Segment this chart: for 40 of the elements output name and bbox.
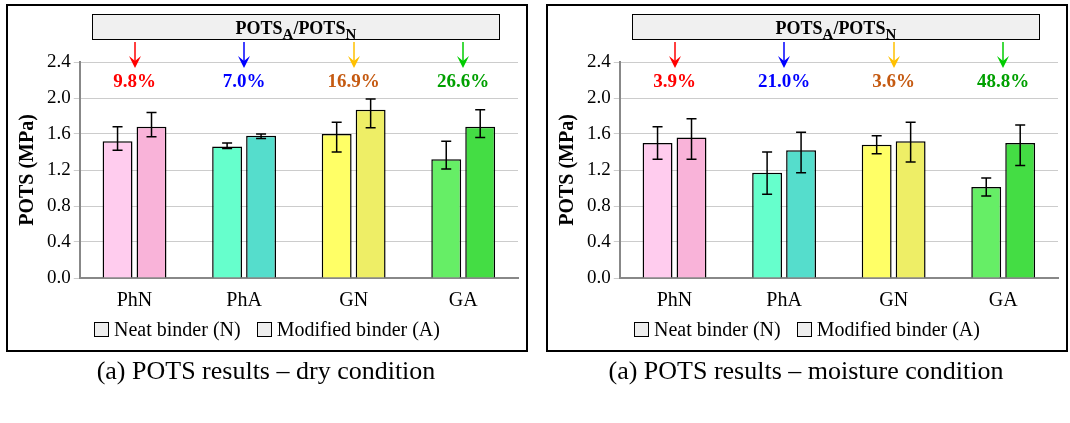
y-axis-title: POTS (MPa)	[555, 114, 579, 226]
y-tick-label: 0.0	[587, 265, 611, 287]
y-tick-label: 0.8	[587, 193, 611, 215]
annotation: 3.6%	[872, 70, 916, 92]
annotation: 48.8%	[977, 70, 1030, 92]
x-tick-label: PhA	[226, 288, 263, 311]
y-tick-label: 1.2	[587, 157, 611, 179]
text: Modified binder (A)	[276, 318, 440, 340]
x-tick-label: PhN	[116, 288, 153, 311]
y-tick-label: 0.4	[587, 229, 612, 251]
x-tick-label: GN	[879, 288, 909, 311]
annotation: 26.6%	[437, 70, 490, 92]
y-tick-label: 2.0	[47, 85, 71, 107]
text: Neat binder (N)	[114, 318, 241, 340]
y-tick-label: 0.4	[47, 229, 72, 251]
annotation: 3.9%	[653, 70, 696, 92]
annotation: 16.9%	[327, 70, 380, 92]
annotation: 9.8%	[113, 70, 156, 92]
x-tick-label: PhA	[766, 288, 803, 311]
x-tick-label: GA	[988, 288, 1019, 311]
y-tick-label: 0.0	[47, 265, 71, 287]
text: Modified binder (A)	[816, 318, 980, 340]
text: (a) POTS results – dry condition	[95, 356, 437, 386]
y-tick-label: 1.2	[47, 157, 71, 179]
x-tick-label: GN	[339, 288, 369, 311]
y-tick-label: 2.4	[47, 49, 72, 71]
text: (a) POTS results – moisture condition	[607, 356, 1005, 386]
annotation: 21.0%	[757, 70, 811, 92]
y-tick-label: 1.6	[47, 121, 71, 143]
text: POTS$_{A}$/POTS$_{N}$	[91, 14, 500, 42]
y-tick-label: 0.8	[47, 193, 71, 215]
y-tick-label: 2.4	[587, 49, 612, 71]
x-tick-label: PhN	[656, 288, 693, 311]
y-tick-label: 1.6	[587, 121, 611, 143]
text: Neat binder (N)	[654, 318, 781, 340]
x-tick-label: GA	[448, 288, 479, 311]
y-axis-title: POTS (MPa)	[15, 114, 39, 226]
y-tick-label: 2.0	[587, 85, 611, 107]
annotation: 7.0%	[222, 70, 266, 92]
text: POTS$_{A}$/POTS$_{N}$	[631, 14, 1040, 42]
